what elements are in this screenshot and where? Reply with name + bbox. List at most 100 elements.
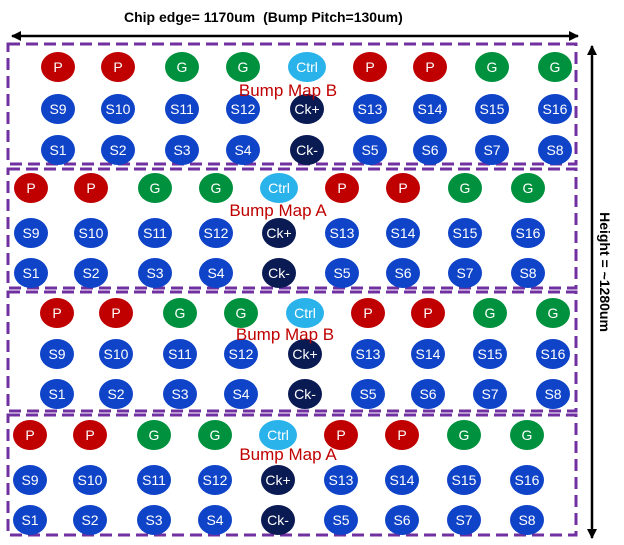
bump-p: P xyxy=(325,173,359,203)
bump-marker xyxy=(325,258,359,288)
bump-label: P xyxy=(336,427,345,443)
bump-label: S11 xyxy=(143,225,167,241)
bump-label: S2 xyxy=(109,142,126,158)
bump-marker xyxy=(224,339,258,369)
bump-label: S5 xyxy=(359,386,376,402)
bump-marker xyxy=(385,505,419,535)
bump-label: Ck+ xyxy=(265,472,290,488)
bump-g: G xyxy=(198,420,232,450)
bump-label: G xyxy=(236,305,247,321)
bump-label: S10 xyxy=(106,101,131,117)
bump-s8: S8 xyxy=(538,135,572,165)
bump-s14: S14 xyxy=(413,94,447,124)
bump-label: S1 xyxy=(21,512,38,528)
bump-marker xyxy=(165,135,199,165)
bump-s2: S2 xyxy=(101,135,135,165)
bump-label: P xyxy=(86,180,95,196)
bump-marker xyxy=(138,258,172,288)
bump-ck-minus: Ck- xyxy=(290,135,324,165)
chip-edge-title: Chip edge= 1170um (Bump Pitch=130um) xyxy=(124,9,403,25)
bump-ck-plus: Ck+ xyxy=(261,465,295,495)
bump-label: G xyxy=(149,427,160,443)
bump-s5: S5 xyxy=(325,258,359,288)
bump-marker xyxy=(447,505,481,535)
bump-marker xyxy=(198,420,232,450)
bump-label: S9 xyxy=(49,101,66,117)
bump-ck-plus: Ck+ xyxy=(290,94,324,124)
section-3: P P G G Ctrl P P G G S9 S10 S11 S12 Ck+ S13 S14 S15 S16 S1… xyxy=(6,290,578,413)
bump-g: G xyxy=(137,420,171,450)
bump-label: S13 xyxy=(356,346,381,362)
bump-marker xyxy=(226,52,260,82)
bump-marker xyxy=(511,258,545,288)
bump-label: S5 xyxy=(332,512,349,528)
bump-g: G xyxy=(447,420,481,450)
bump-s6: S6 xyxy=(413,135,447,165)
bump-label: G xyxy=(522,427,533,443)
bump-s3: S3 xyxy=(165,135,199,165)
bump-label: P xyxy=(111,305,120,321)
bump-label: S15 xyxy=(478,346,503,362)
bump-label: S3 xyxy=(173,142,190,158)
bump-marker xyxy=(473,339,507,369)
bump-marker xyxy=(163,298,197,328)
bump-label: S16 xyxy=(541,346,566,362)
bump-ck-minus: Ck- xyxy=(288,379,322,409)
bump-s5: S5 xyxy=(324,505,358,535)
bump-marker xyxy=(411,298,445,328)
bump-g: G xyxy=(538,52,572,82)
bump-s11: S11 xyxy=(138,218,172,248)
bump-label: Ck- xyxy=(296,142,318,158)
bump-label: G xyxy=(150,180,161,196)
bump-label: Ck+ xyxy=(266,225,291,241)
bump-marker xyxy=(386,173,420,203)
bump-marker xyxy=(163,379,197,409)
bump-s14: S14 xyxy=(386,218,420,248)
bump-ck-plus: Ck+ xyxy=(262,218,296,248)
bump-marker xyxy=(259,420,297,450)
bump-label: S14 xyxy=(416,346,441,362)
bump-marker xyxy=(288,379,322,409)
bump-label: S9 xyxy=(48,346,65,362)
bump-marker xyxy=(224,379,258,409)
bump-ctrl: Ctrl xyxy=(288,52,326,82)
bump-s15: S15 xyxy=(473,339,507,369)
bump-label: S13 xyxy=(358,101,383,117)
bump-s2: S2 xyxy=(74,258,108,288)
bump-label: S15 xyxy=(480,101,505,117)
bump-g: G xyxy=(138,173,172,203)
bump-marker xyxy=(536,379,570,409)
bump-label: S13 xyxy=(329,472,354,488)
bump-s8: S8 xyxy=(511,258,545,288)
bump-marker xyxy=(137,505,171,535)
bump-p: P xyxy=(351,298,385,328)
bump-marker xyxy=(13,505,47,535)
bump-label: S11 xyxy=(168,346,192,362)
bump-s4: S4 xyxy=(198,505,232,535)
bump-label: S8 xyxy=(544,386,561,402)
bump-g: G xyxy=(224,298,258,328)
bump-s16: S16 xyxy=(536,339,570,369)
bump-p: P xyxy=(13,420,47,450)
bump-marker xyxy=(413,52,447,82)
bump-label: Ck- xyxy=(268,265,290,281)
bump-marker xyxy=(538,135,572,165)
bump-marker xyxy=(325,173,359,203)
bump-marker xyxy=(510,420,544,450)
bump-label: S4 xyxy=(207,265,224,281)
bump-marker xyxy=(101,94,135,124)
bump-s12: S12 xyxy=(198,465,232,495)
bump-marker xyxy=(14,218,48,248)
bump-p: P xyxy=(41,52,75,82)
bump-label: Ck- xyxy=(267,512,289,528)
bump-marker xyxy=(198,505,232,535)
bump-marker xyxy=(260,173,298,203)
bump-marker xyxy=(413,135,447,165)
bump-label: G xyxy=(459,427,470,443)
bump-s1: S1 xyxy=(40,379,74,409)
bump-marker xyxy=(448,258,482,288)
bump-label: S10 xyxy=(104,346,129,362)
bump-marker xyxy=(138,218,172,248)
bump-label: G xyxy=(238,59,249,75)
bump-s14: S14 xyxy=(411,339,445,369)
